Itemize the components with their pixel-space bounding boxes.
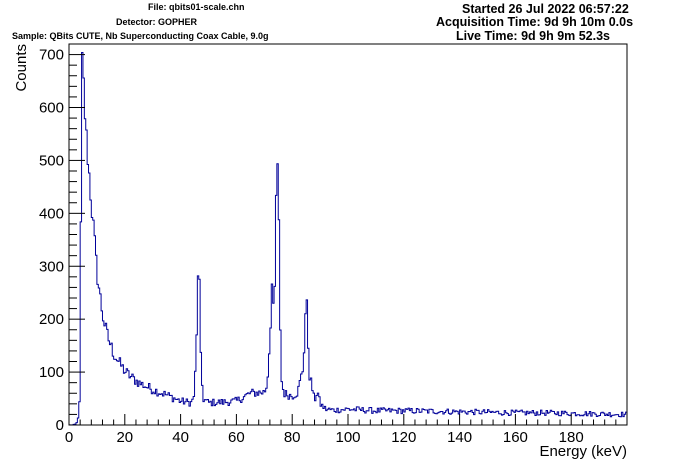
started-label: Started 26 Jul 2022 06:57:22 bbox=[462, 2, 629, 16]
y-tick-label: 600 bbox=[39, 100, 64, 117]
live-time-label: Live Time: 9d 9h 9m 52.3s bbox=[456, 29, 611, 43]
y-tick-label: 400 bbox=[39, 205, 64, 222]
sample-label: Sample: QBits CUTE, Nb Superconducting C… bbox=[12, 31, 269, 41]
y-axis-label: Counts bbox=[13, 44, 30, 92]
x-axis-label: Energy (keV) bbox=[539, 443, 627, 460]
x-tick-label: 80 bbox=[284, 429, 301, 446]
x-tick-label: 40 bbox=[172, 429, 189, 446]
x-tick-label: 140 bbox=[447, 429, 472, 446]
y-tick-label: 100 bbox=[39, 364, 64, 381]
x-tick-label: 20 bbox=[116, 429, 133, 446]
file-label: File: qbits01-scale.chn bbox=[148, 2, 245, 12]
x-tick-label: 120 bbox=[391, 429, 416, 446]
y-tick-label: 700 bbox=[39, 47, 64, 64]
y-tick-label: 200 bbox=[39, 311, 64, 328]
y-tick-label: 500 bbox=[39, 152, 64, 169]
y-tick-label: 0 bbox=[56, 417, 64, 434]
spectrum-series-0 bbox=[68, 52, 627, 426]
x-tick-label: 180 bbox=[559, 429, 584, 446]
x-tick-label: 60 bbox=[228, 429, 245, 446]
plot-frame bbox=[68, 43, 628, 426]
detector-label: Detector: GOPHER bbox=[116, 17, 198, 27]
x-tick-label: 0 bbox=[65, 429, 73, 446]
y-tick-label: 300 bbox=[39, 258, 64, 275]
x-tick-label: 160 bbox=[503, 429, 528, 446]
x-tick-label: 100 bbox=[335, 429, 360, 446]
acquisition-time-label: Acquisition Time: 9d 9h 10m 0.0s bbox=[436, 15, 634, 29]
